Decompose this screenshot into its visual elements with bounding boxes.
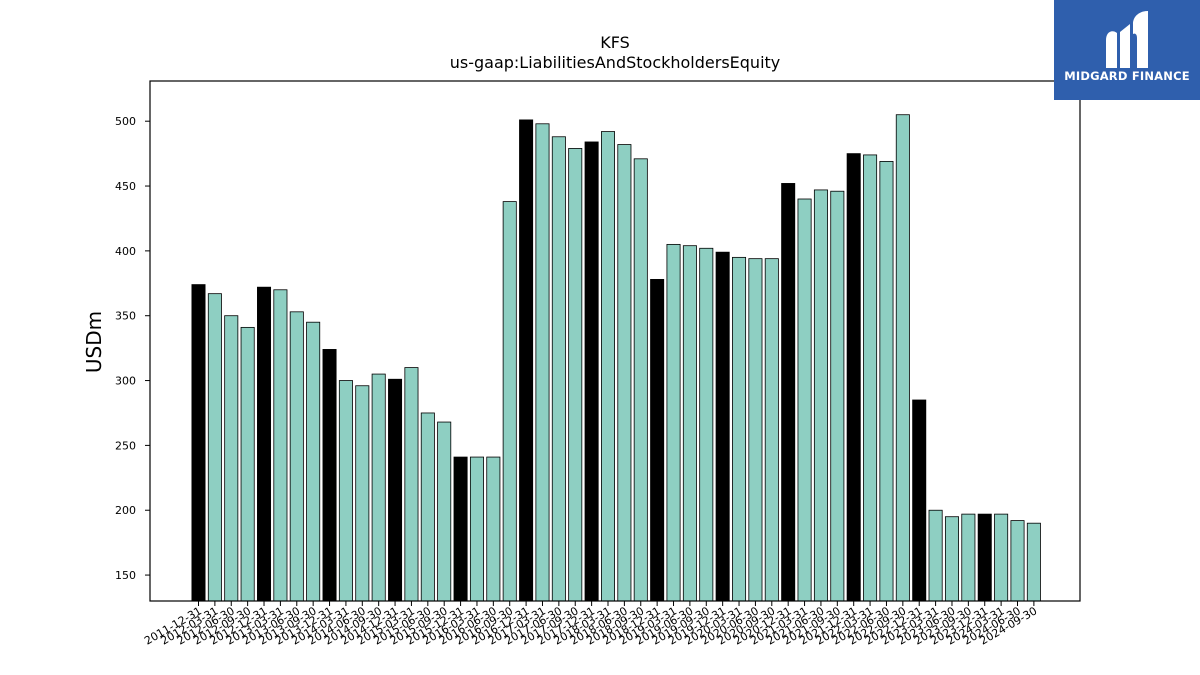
bar bbox=[568, 148, 583, 602]
bar bbox=[437, 421, 452, 602]
bar bbox=[961, 513, 976, 602]
bar bbox=[732, 256, 747, 602]
bar bbox=[371, 373, 386, 602]
bar bbox=[584, 141, 599, 602]
bar bbox=[486, 456, 501, 602]
bars-group bbox=[191, 114, 1041, 602]
bar bbox=[699, 247, 714, 602]
bar bbox=[1010, 520, 1025, 602]
chart-subtitle: us-gaap:LiabilitiesAndStockholdersEquity bbox=[450, 53, 781, 72]
bar bbox=[388, 378, 403, 602]
y-tick-label: 400 bbox=[115, 245, 136, 258]
y-tick-label: 250 bbox=[115, 439, 136, 452]
bar bbox=[781, 183, 796, 602]
bar bbox=[633, 158, 648, 602]
bar bbox=[338, 380, 353, 602]
bar bbox=[912, 399, 927, 602]
bar bbox=[420, 412, 435, 602]
brand-name: MIDGARD FINANCE bbox=[1064, 69, 1190, 83]
bar bbox=[535, 123, 550, 602]
y-tick-label: 500 bbox=[115, 115, 136, 128]
bar bbox=[895, 114, 910, 602]
bar bbox=[224, 315, 239, 602]
bar bbox=[617, 144, 632, 602]
bar bbox=[748, 258, 763, 602]
bar bbox=[289, 311, 304, 602]
y-tick-label: 150 bbox=[115, 569, 136, 582]
bar bbox=[846, 153, 861, 602]
y-axis-label: USDm bbox=[82, 311, 106, 373]
y-axis-ticks: 150 200 250 300 350 400 450 500 bbox=[115, 115, 150, 582]
bar bbox=[994, 513, 1009, 602]
bar bbox=[830, 190, 845, 602]
bar bbox=[928, 509, 943, 602]
bar bbox=[257, 286, 272, 602]
bar bbox=[797, 198, 812, 602]
bar bbox=[601, 131, 616, 602]
chart-title: KFS bbox=[600, 33, 630, 52]
bar bbox=[650, 278, 665, 602]
bar bbox=[863, 154, 878, 602]
bar bbox=[240, 326, 255, 602]
bar bbox=[404, 367, 419, 602]
bar bbox=[715, 251, 730, 602]
y-tick-label: 200 bbox=[115, 504, 136, 517]
y-tick-label: 350 bbox=[115, 310, 136, 323]
bar bbox=[306, 321, 321, 602]
bar bbox=[355, 385, 370, 602]
bar bbox=[207, 293, 222, 602]
bar bbox=[879, 160, 894, 602]
bar bbox=[977, 513, 992, 602]
bar bbox=[273, 289, 288, 602]
bar bbox=[322, 349, 337, 602]
plot-frame bbox=[149, 80, 1081, 602]
y-tick-label: 300 bbox=[115, 375, 136, 388]
y-tick-label: 450 bbox=[115, 180, 136, 193]
bar bbox=[764, 258, 779, 602]
brand-logo-icon bbox=[1106, 11, 1148, 68]
bar bbox=[502, 201, 517, 602]
bar bbox=[191, 284, 206, 602]
x-axis-ticks: 2011-12-312012-03-312012-06-302012-09-30… bbox=[142, 601, 1039, 648]
bar bbox=[1026, 522, 1041, 602]
bar bbox=[944, 516, 959, 602]
bar bbox=[551, 136, 566, 602]
bar bbox=[519, 119, 534, 602]
bar bbox=[813, 189, 828, 602]
brand-logo: MIDGARD FINANCE bbox=[1054, 0, 1200, 100]
bar bbox=[469, 456, 484, 602]
bar bbox=[453, 456, 468, 602]
bar bbox=[666, 243, 681, 602]
bar bbox=[682, 245, 697, 602]
